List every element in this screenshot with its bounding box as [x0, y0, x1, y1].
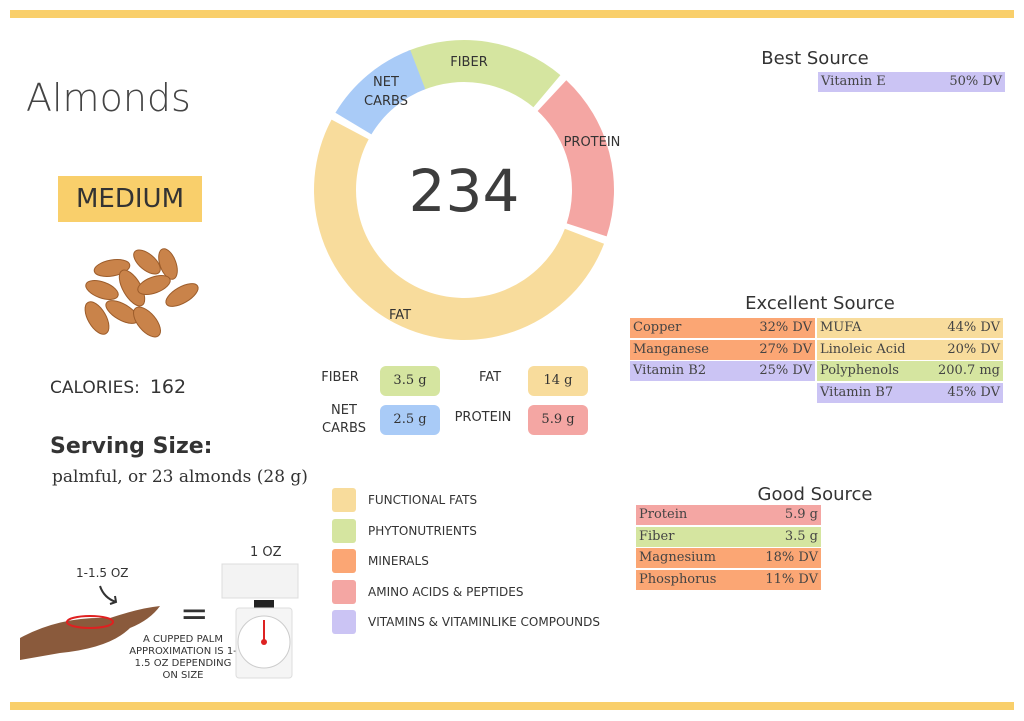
good-source-row: Fiber 3.5 g [636, 526, 821, 547]
donut-label-carbs: CARBS [364, 94, 408, 109]
excellent-source-title: Excellent Source [745, 293, 895, 314]
good-source-row: Protein 5.9 g [636, 505, 821, 525]
macro-protein-value: 5.9 g [528, 405, 588, 435]
good-source-row: Phosphorus 11% DV [636, 569, 821, 590]
nutrient-name: Fiber [639, 528, 675, 544]
donut-label-fiber: FIBER [450, 55, 487, 70]
best-source-title: Best Source [761, 48, 869, 69]
nutrient-name: Linoleic Acid [820, 341, 906, 357]
excellent-source-row: Vitamin B7 45% DV [817, 382, 1003, 403]
nutrient-name: Protein [639, 507, 688, 522]
macro-donut: 234 FIBER PROTEIN FAT NET CARBS [314, 40, 620, 340]
nutrient-name: Manganese [633, 341, 709, 357]
hand-portion-label: 1-1.5 OZ [76, 566, 129, 580]
excellent-source-row: Manganese 27% DV [630, 339, 815, 360]
macro-fiber-value: 3.5 g [380, 366, 440, 396]
excellent-source-row: Polyphenols 200.7 mg [817, 361, 1003, 381]
nutrient-value: 11% DV [765, 571, 818, 587]
food-title: Almonds [26, 76, 191, 120]
macro-net-carbs-value: 2.5 g [380, 405, 440, 435]
nutrient-name: MUFA [820, 320, 862, 335]
calories-value: 162 [149, 376, 187, 398]
cupped-hand-image [20, 606, 160, 660]
macro-fiber-label: FIBER [321, 370, 359, 385]
legend-item: FUNCTIONAL FATS [332, 488, 477, 512]
macro-protein-label: PROTEIN [454, 410, 512, 425]
nutrient-value: 20% DV [947, 341, 1000, 357]
nutrient-value: 44% DV [947, 320, 1000, 335]
excellent-source-row: Copper 32% DV [630, 318, 815, 338]
donut-label-fat: FAT [389, 308, 411, 323]
best-source-row: Vitamin E 50% DV [818, 72, 1005, 92]
nutrient-name: Phosphorus [639, 571, 717, 587]
arrow-icon [99, 585, 118, 605]
legend-label: MINERALS [368, 554, 429, 568]
nutrient-value: 32% DV [759, 320, 812, 335]
equals-sign: = [180, 594, 209, 634]
donut-segment-fat [314, 119, 605, 340]
legend-item: AMINO ACIDS & PEPTIDES [332, 579, 524, 604]
nutrient-value: 200.7 mg [938, 363, 1000, 378]
bottom-border [10, 702, 1014, 710]
excellent-source-row: Linoleic Acid 20% DV [817, 339, 1003, 360]
legend-swatch [332, 549, 356, 573]
calories: CALORIES: 162 [50, 376, 186, 398]
legend-swatch [332, 488, 356, 512]
donut-center-value: 234 [409, 157, 520, 225]
level-badge: MEDIUM [58, 176, 202, 222]
serving-size-text: palmful, or 23 almonds (28 g) [52, 467, 308, 487]
nutrient-name: Vitamin B2 [633, 363, 707, 378]
good-source-row: Magnesium 18% DV [636, 548, 821, 568]
legend-swatch [332, 610, 356, 634]
nutrient-name: Magnesium [639, 550, 716, 565]
nutrient-value: 18% DV [765, 550, 818, 565]
top-border [10, 10, 1014, 18]
excellent-source-row: Vitamin B2 25% DV [630, 361, 815, 381]
legend-label: FUNCTIONAL FATS [368, 493, 478, 507]
nutrient-name: Vitamin B7 [820, 384, 894, 400]
nutrient-name: Copper [633, 320, 682, 335]
donut-segment-net-carbs [335, 49, 426, 135]
good-source-title: Good Source [757, 484, 873, 505]
legend-swatch [332, 579, 356, 604]
macro-net-carbs-label: NET CARBS [322, 403, 366, 436]
nutrient-name: Polyphenols [820, 363, 899, 378]
nutrient-value: 5.9 g [784, 507, 818, 522]
nutrient-value: 45% DV [947, 384, 1000, 400]
almonds-image [84, 248, 199, 338]
kitchen-scale-image [221, 563, 299, 679]
nutrient-value: 3.5 g [784, 528, 818, 544]
nutrient-name: Vitamin E [821, 74, 886, 89]
donut-segment-protein [537, 80, 614, 237]
donut-label-net: NET [373, 75, 399, 90]
legend-item: MINERALS [332, 549, 429, 573]
macro-fat-value: 14 g [528, 366, 588, 396]
nutrient-value: 25% DV [759, 363, 812, 378]
legend-item: VITAMINS & VITAMINLIKE COMPOUNDS [332, 610, 600, 634]
scale-label: 1 OZ [250, 545, 282, 560]
legend-label: AMINO ACIDS & PEPTIDES [368, 584, 524, 599]
donut-segment-fiber [407, 40, 561, 108]
legend-swatch [332, 518, 356, 543]
calories-label: CALORIES: [50, 378, 140, 398]
serving-size-title: Serving Size: [50, 434, 213, 459]
nutrient-value: 50% DV [949, 74, 1002, 89]
excellent-source-row: MUFA 44% DV [817, 318, 1003, 338]
legend-label: PHYTONUTRIENTS [368, 523, 477, 538]
macro-fat-label: FAT [478, 370, 502, 385]
portion-note: A CUPPED PALM APPROXIMATION IS 1-1.5 OZ … [129, 634, 237, 681]
nutrient-value: 27% DV [759, 341, 812, 357]
donut-label-protein: PROTEIN [564, 135, 620, 150]
legend-label: VITAMINS & VITAMINLIKE COMPOUNDS [368, 615, 601, 629]
legend-item: PHYTONUTRIENTS [332, 518, 477, 543]
